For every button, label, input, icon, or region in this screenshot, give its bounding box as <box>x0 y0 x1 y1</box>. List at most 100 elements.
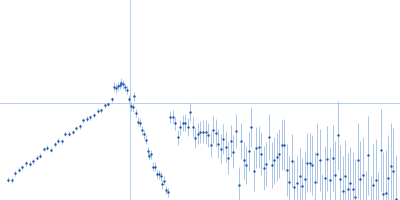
Point <box>8 179 15 182</box>
Point <box>223 145 229 148</box>
Point <box>340 189 346 192</box>
Point <box>113 87 119 90</box>
Point <box>250 169 257 172</box>
Point <box>172 122 178 125</box>
Point <box>268 163 275 166</box>
Point <box>48 148 54 151</box>
Point <box>114 85 121 88</box>
Point <box>177 126 183 129</box>
Point <box>91 113 97 117</box>
Point <box>246 150 252 153</box>
Point <box>184 126 191 129</box>
Point <box>80 119 86 122</box>
Point <box>165 191 171 194</box>
Point <box>212 132 219 135</box>
Point <box>225 156 232 159</box>
Point <box>197 131 204 134</box>
Point <box>327 178 333 181</box>
Point <box>19 166 26 169</box>
Point <box>109 98 115 101</box>
Point <box>156 173 162 176</box>
Point <box>210 128 216 131</box>
Point <box>294 182 300 185</box>
Point <box>133 111 140 115</box>
Point <box>137 121 143 124</box>
Point <box>266 135 272 138</box>
Point <box>329 157 336 160</box>
Point <box>352 195 358 198</box>
Point <box>139 129 145 132</box>
Point <box>124 88 130 92</box>
Point <box>261 166 267 169</box>
Point <box>370 183 376 186</box>
Point <box>357 177 364 180</box>
Point <box>281 143 288 146</box>
Point <box>284 168 290 172</box>
Point <box>41 147 47 151</box>
Point <box>378 149 384 152</box>
Point <box>350 187 356 190</box>
Point <box>87 116 94 119</box>
Point <box>355 159 361 162</box>
Point <box>30 160 36 163</box>
Point <box>220 138 226 141</box>
Point <box>263 163 270 166</box>
Point <box>322 177 328 180</box>
Point <box>253 146 260 149</box>
Point <box>304 161 310 164</box>
Point <box>152 165 158 168</box>
Point <box>312 181 318 184</box>
Point <box>118 81 125 84</box>
Point <box>276 152 282 155</box>
Point <box>26 162 33 165</box>
Point <box>200 130 206 133</box>
Point <box>248 126 254 129</box>
Point <box>174 136 181 139</box>
Point <box>291 186 298 189</box>
Point <box>235 183 242 187</box>
Point <box>187 110 194 114</box>
Point <box>314 152 320 155</box>
Point <box>192 136 198 139</box>
Point <box>55 139 62 142</box>
Point <box>238 140 244 143</box>
Point <box>372 178 379 181</box>
Point <box>240 159 247 162</box>
Point <box>332 174 338 177</box>
Point <box>130 106 136 109</box>
Point <box>306 161 313 164</box>
Point <box>337 178 343 181</box>
Point <box>140 133 147 136</box>
Point <box>111 85 117 88</box>
Point <box>98 109 104 112</box>
Point <box>76 125 83 128</box>
Point <box>23 162 29 165</box>
Point <box>44 146 51 149</box>
Point <box>167 115 173 118</box>
Point <box>383 191 389 194</box>
Point <box>365 154 371 157</box>
Point <box>131 95 138 98</box>
Point <box>233 129 239 132</box>
Point <box>37 154 44 157</box>
Point <box>289 159 295 163</box>
Point <box>169 115 176 118</box>
Point <box>135 120 142 123</box>
Point <box>126 98 132 101</box>
Point <box>324 157 331 160</box>
Point <box>301 178 308 181</box>
Point <box>347 182 354 185</box>
Point <box>385 177 392 180</box>
Point <box>69 130 76 134</box>
Point <box>205 133 211 137</box>
Point <box>278 143 285 146</box>
Point <box>286 181 292 184</box>
Point <box>388 165 394 168</box>
Point <box>154 172 160 176</box>
Point <box>380 192 386 195</box>
Point <box>390 170 397 173</box>
Point <box>243 163 249 167</box>
Point <box>122 85 128 89</box>
Point <box>34 156 40 159</box>
Point <box>180 121 186 124</box>
